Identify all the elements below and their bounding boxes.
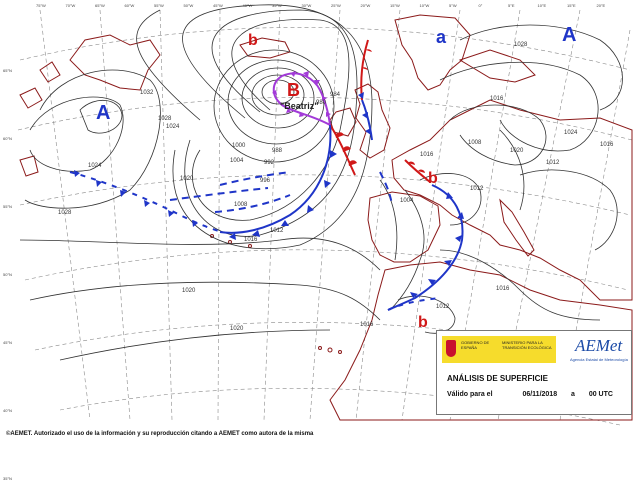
trough-1 — [219, 171, 291, 186]
longitude-label: 5°E — [508, 3, 515, 8]
warm-front-north — [360, 39, 369, 101]
validity-line: Válido para el 06/11/2018 a 00 UTC — [447, 391, 613, 398]
isobar-label: 1016 — [496, 286, 510, 292]
low-pressure-beatriz: B — [287, 80, 300, 100]
longitude-label: 65°W — [95, 3, 105, 8]
greenland-coast — [69, 34, 161, 91]
isobars — [19, 4, 623, 361]
isobar-label: 1012 — [546, 160, 560, 166]
valid-label: Válido para el — [447, 391, 493, 398]
longitude-label: 45°W — [213, 3, 223, 8]
longitude-label: 25°W — [331, 3, 341, 8]
isobar-label: 1016 — [490, 96, 504, 102]
coat-of-arms-icon — [446, 340, 456, 357]
latitude-label: 35°N — [3, 476, 12, 481]
isobar-label: 1020 — [182, 288, 196, 294]
longitude-label: 10°W — [419, 3, 430, 8]
analysis-info-box: GOBIERNO DE ESPAÑA MINISTERIO PARA LA TR… — [436, 330, 632, 415]
longitude-label: 20°W — [360, 3, 371, 8]
stationary-front-west — [69, 171, 223, 233]
isobar-label: 1020 — [510, 148, 524, 154]
scandinavia-coast — [394, 14, 471, 91]
isobar-label: 1024 — [88, 163, 102, 169]
isobar-label: 1032 — [140, 90, 154, 96]
copyright-credit: ©AEMET. Autorizado el uso de la informac… — [6, 431, 314, 437]
europe-coast — [391, 99, 633, 301]
isobar-label: 1024 — [564, 130, 578, 136]
longitude-label: 15°E — [567, 3, 576, 8]
latitude-label: 40°N — [3, 408, 12, 413]
africa-coast — [329, 261, 633, 421]
isobar-label: 1016 — [600, 142, 614, 148]
longitude-label: 40°W — [242, 3, 253, 8]
isobar-label: 1020 — [230, 326, 244, 332]
isobar-label: 992 — [264, 160, 275, 166]
longitude-label: 55°W — [154, 3, 164, 8]
longitude-label: 20°E — [596, 3, 606, 8]
valid-date: 06/11/2018 — [522, 391, 558, 398]
trough-4 — [379, 171, 393, 206]
longitude-label: 15°W — [390, 3, 400, 8]
trough-2 — [169, 187, 269, 201]
longitude-label: 60°W — [124, 3, 135, 8]
longitude-label: 70°W — [65, 3, 76, 8]
isobar-label: 1008 — [234, 202, 248, 208]
aemet-logo-text: AEMet — [575, 336, 623, 355]
longitude-label: 5°W — [449, 3, 457, 8]
isobar-label: 1028 — [514, 42, 528, 48]
iberia-coast — [367, 191, 441, 263]
isobar-label: 1020 — [180, 176, 194, 182]
surface-analysis-map — [17, 4, 633, 426]
high-pressure-northeast: A — [562, 24, 577, 46]
low-pressure-iceland: b — [248, 32, 258, 49]
isobar-label: 1016 — [244, 237, 258, 243]
analysis-title: ANÁLISIS DE SUPERFICIE — [447, 374, 548, 383]
isobar-label: 1004 — [400, 198, 414, 204]
agency-label: Agencia Estatal de Meteorología — [570, 357, 628, 362]
longitude-label: 0° — [478, 3, 483, 8]
valid-time: 00 UTC — [588, 391, 613, 398]
stationary-front-morocco — [387, 297, 441, 311]
latitude-label: 50°N — [3, 272, 12, 277]
latitude-label: 65°N — [3, 68, 12, 73]
low-pressure-iberia: b — [428, 170, 438, 187]
isobar-label: 1028 — [58, 210, 72, 216]
fronts — [69, 39, 464, 311]
trough-3 — [214, 194, 291, 213]
isobar-label: 1012 — [436, 304, 450, 310]
isobar-label: 980 — [316, 100, 327, 106]
storm-name-label: "Beatriz" — [280, 101, 319, 111]
high-pressure-scandinavia-weak: a — [436, 27, 447, 47]
isobar-label: 1028 — [158, 116, 172, 122]
isobar-label: 1016 — [420, 152, 434, 158]
longitude-label: 50°W — [183, 3, 194, 8]
britain-coast — [354, 83, 391, 159]
cold-front-atlantic — [219, 124, 332, 234]
warm-front-iberia — [404, 159, 431, 183]
isobar-label: 1012 — [470, 186, 484, 192]
longitude-label: 75°W — [36, 3, 46, 8]
government-logo-bar: GOBIERNO DE ESPAÑA MINISTERIO PARA LA TR… — [442, 336, 556, 363]
isobar-label: 1024 — [166, 124, 180, 130]
valid-sep: a — [571, 391, 575, 398]
isobar-label: 1004 — [230, 158, 244, 164]
longitude-label: 30°W — [301, 3, 312, 8]
ministry-label: MINISTERIO PARA LA TRANSICIÓN ECOLÓGICA — [502, 340, 552, 350]
longitude-label: 10°E — [537, 3, 547, 8]
isobar-label: 988 — [272, 148, 283, 154]
longitude-label: 35°W — [272, 3, 282, 8]
low-pressure-morocco: b — [418, 314, 428, 331]
latitude-label: 60°N — [3, 136, 12, 141]
government-label: GOBIERNO DE ESPAÑA — [461, 340, 490, 350]
isobar-label: 1000 — [232, 143, 246, 149]
isobar-label: 996 — [260, 178, 271, 184]
isobar-label: 984 — [330, 92, 341, 98]
high-pressure-greenland: A — [96, 102, 111, 124]
isobar-label: 1012 — [270, 228, 284, 234]
aemet-logo: AEMet Agencia Estatal de Meteorología — [565, 334, 629, 364]
isobar-label: 1008 — [468, 140, 482, 146]
latitude-label: 55°N — [3, 204, 12, 209]
isobar-label: 1016 — [360, 322, 374, 328]
latitude-label: 45°N — [3, 340, 12, 345]
